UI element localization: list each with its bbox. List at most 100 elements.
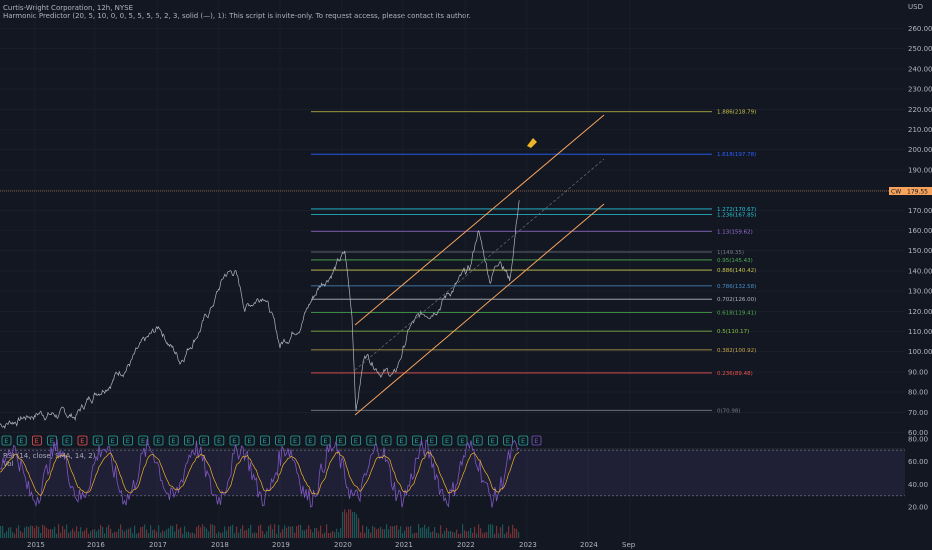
- volume-bar: [146, 529, 148, 538]
- volume-bar: [182, 533, 184, 538]
- volume-bar: [110, 528, 112, 538]
- volume-bar: [42, 524, 44, 538]
- volume-bar: [406, 526, 408, 538]
- volume-bar: [314, 528, 316, 538]
- rsi-label: RSI (14, close, SMA, 14, 2): [3, 452, 96, 460]
- time-label: 2021: [395, 541, 413, 549]
- rsi-ma-line: [0, 451, 520, 496]
- volume-bar: [92, 529, 94, 538]
- volume-bar: [444, 530, 446, 538]
- volume-bar: [236, 526, 238, 538]
- volume-bar: [178, 529, 180, 538]
- earnings-marker: E: [339, 437, 343, 445]
- volume-bar: [292, 526, 294, 538]
- volume-bar: [166, 529, 168, 538]
- volume-bar: [68, 533, 70, 538]
- price-tick: 230.00: [908, 86, 932, 94]
- volume-bar: [212, 524, 214, 538]
- volume-bar: [246, 529, 248, 538]
- volume-bar: [12, 532, 14, 538]
- earnings-marker-box: [229, 435, 240, 446]
- earnings-marker: E: [141, 437, 145, 445]
- earnings-marker-box: [244, 435, 255, 446]
- volume-bar: [308, 525, 310, 538]
- volume-bar: [206, 528, 208, 538]
- price-channel: [354, 114, 605, 416]
- volume-bar: [46, 527, 48, 538]
- volume-bar: [4, 533, 6, 538]
- volume-bar: [452, 532, 454, 538]
- volume-bar: [198, 525, 200, 538]
- volume-bar: [378, 528, 380, 538]
- earnings-marker: E: [354, 437, 358, 445]
- volume-bar: [8, 527, 10, 538]
- price-tick: 200.00: [908, 146, 932, 154]
- time-label: 2017: [149, 541, 167, 549]
- volume-bar: [140, 527, 142, 538]
- volume-bar: [106, 527, 108, 538]
- rsi-tick: 60.00: [908, 458, 928, 466]
- volume-bar: [188, 531, 190, 538]
- volume-bar: [478, 524, 480, 538]
- volume-bar: [434, 527, 436, 538]
- earnings-marker: E: [399, 437, 403, 445]
- earnings-marker-box: [32, 435, 42, 446]
- fib-level-label: 0.5(110.17): [717, 329, 749, 335]
- volume-bar: [258, 525, 260, 538]
- volume-bar: [418, 524, 420, 538]
- earnings-marker-box: [183, 435, 194, 446]
- currency-label: USD: [908, 3, 923, 11]
- volume-bar: [62, 526, 64, 538]
- volume-bar: [272, 529, 274, 538]
- price-tick: 250.00: [908, 45, 932, 53]
- volume-bar: [130, 527, 132, 538]
- earnings-marker-box: [335, 435, 346, 446]
- volume-bar: [88, 533, 90, 538]
- earnings-marker: E: [247, 437, 251, 445]
- volume-bar: [114, 531, 116, 538]
- volume-bar: [484, 532, 486, 538]
- volume-bar: [20, 531, 22, 538]
- price-tick: 110.00: [908, 328, 932, 336]
- volume-bar: [312, 532, 314, 538]
- volume-bar: [224, 526, 226, 538]
- earnings-marker: E: [506, 437, 510, 445]
- volume-bar: [222, 532, 224, 538]
- volume-bar: [174, 531, 176, 538]
- volume-bar: [116, 532, 118, 538]
- volume-bar: [300, 524, 302, 538]
- volume-bar: [132, 533, 134, 538]
- earnings-marker: E: [308, 437, 312, 445]
- volume-bar: [414, 532, 416, 538]
- volume-bar: [238, 532, 240, 538]
- volume-bar: [280, 532, 282, 538]
- volume-bar: [98, 529, 100, 538]
- volume-bar: [334, 532, 336, 538]
- earnings-marker-box: [92, 435, 103, 446]
- volume-bar: [324, 532, 326, 538]
- volume-bar: [190, 533, 192, 538]
- volume-bar: [430, 532, 432, 538]
- volume-bar: [284, 525, 286, 538]
- volume-bar: [496, 525, 498, 538]
- chart-title[interactable]: Curtis-Wright Corporation, 12h, NYSE: [3, 4, 134, 12]
- volume-bar: [202, 524, 204, 538]
- time-label: 2024: [580, 541, 598, 549]
- volume-bar: [446, 528, 448, 538]
- volume-bar: [388, 529, 390, 538]
- volume-bar: [118, 528, 120, 538]
- volume-bar: [276, 533, 278, 538]
- volume-bar: [500, 527, 502, 538]
- indicator-legend[interactable]: Harmonic Predictor (20, 5, 10, 0, 0, 5, …: [3, 12, 471, 20]
- earnings-marker-box: [320, 435, 331, 446]
- volume-bar: [240, 528, 242, 538]
- volume-bar: [386, 524, 388, 538]
- volume-bar: [32, 526, 34, 538]
- earnings-marker: E: [369, 437, 373, 445]
- volume-bar: [286, 527, 288, 538]
- volume-bar: [158, 525, 160, 538]
- price-tick: 260.00: [908, 25, 932, 33]
- earnings-marker-box: [108, 435, 118, 446]
- volume-bar: [376, 529, 378, 538]
